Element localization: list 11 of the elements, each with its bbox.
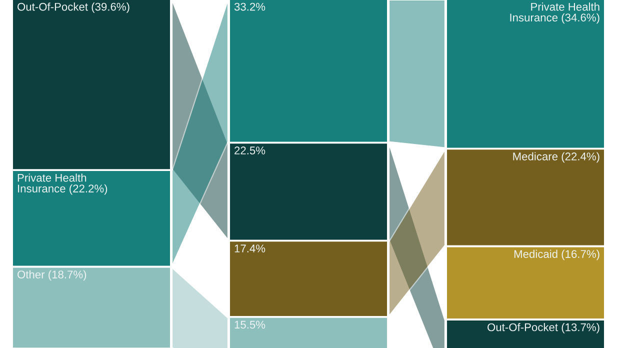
data-label: Out-Of-Pocket (13.7%) <box>488 323 600 334</box>
data-label: 15.5% <box>234 320 266 329</box>
data-label: 17.4% <box>234 244 266 252</box>
data-label: Other (18.7%) <box>18 270 86 281</box>
data-label: Medicare (22.4%) <box>513 152 600 163</box>
data-label: Private Health Insurance (34.6%) <box>510 2 600 24</box>
data-label: Medicaid (16.7%) <box>514 250 600 260</box>
data-label: 33.2% <box>234 2 266 11</box>
data-label: 22.5% <box>234 146 266 154</box>
data-label: Out-Of-Pocket (39.6%) <box>18 2 130 13</box>
data-label: Private Health Insurance (22.2%) <box>18 174 108 195</box>
